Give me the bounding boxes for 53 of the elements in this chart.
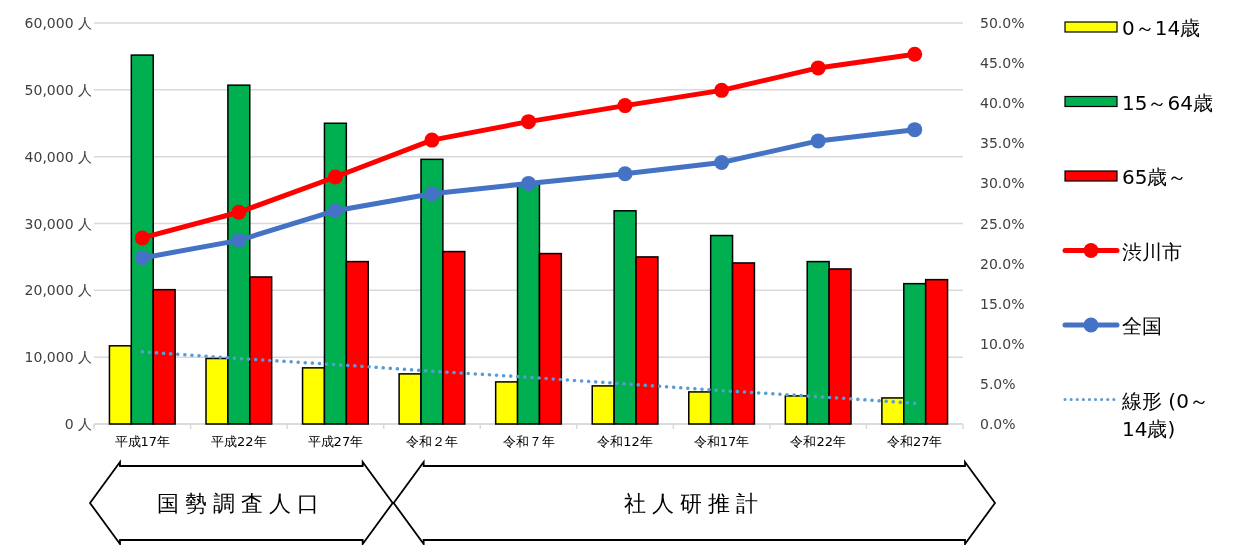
- point: [521, 114, 536, 130]
- point: [327, 203, 343, 219]
- y2-tick-label: 35.0%: [980, 135, 1025, 152]
- point: [907, 122, 923, 138]
- y2-tick-label: 15.0%: [980, 295, 1025, 312]
- point: [810, 60, 826, 76]
- text: 社人研推計: [624, 491, 765, 516]
- point: [231, 204, 247, 220]
- text: 国勢調査人口: [157, 491, 326, 516]
- x-tick-label: 平成27年: [307, 434, 364, 449]
- point: [424, 186, 440, 202]
- point: [617, 166, 633, 182]
- point: [327, 169, 343, 185]
- legend-label: 渋川市: [1122, 239, 1182, 264]
- x-tick-label: 令和22年: [790, 434, 846, 449]
- x-tick-label: 令和17年: [693, 434, 750, 449]
- x-tick-label: 令和２年: [405, 434, 458, 449]
- point: [907, 46, 923, 62]
- y2-tick-label: 30.0%: [980, 175, 1025, 192]
- y2-tick-label: 25.0%: [980, 215, 1025, 232]
- y-tick-label: 10,000 人: [24, 349, 92, 366]
- y2-tick-label: 45.0%: [980, 55, 1025, 72]
- y-tick-label: 20,000 人: [24, 282, 92, 299]
- x-tick-label: 令和12年: [597, 434, 653, 449]
- legend-label: 0～14歳: [1122, 16, 1201, 40]
- point: [424, 132, 440, 148]
- y2-tick-label: 50.0%: [980, 15, 1025, 31]
- point: [231, 232, 247, 248]
- y-tick-label: 60,000 人: [24, 15, 92, 31]
- y-tick-label: 40,000 人: [24, 148, 92, 165]
- point: [810, 133, 826, 149]
- point: [134, 250, 150, 266]
- point: [521, 175, 536, 191]
- point: [714, 155, 730, 171]
- y-tick-label: 30,000 人: [24, 215, 92, 232]
- y2-tick-label: 40.0%: [980, 95, 1025, 112]
- y2-tick-label: 5.0%: [980, 375, 1016, 392]
- point: [617, 98, 633, 114]
- legend-label: 線形 (0～14歳): [1121, 388, 1209, 441]
- x-tick-label: 令和27年: [886, 434, 943, 449]
- legend-label: 15～64歳: [1122, 90, 1213, 115]
- y2-tick-label: 0.0%: [980, 416, 1016, 432]
- legend-label: 65歳～: [1122, 165, 1188, 189]
- y2-tick-label: 10.0%: [980, 335, 1025, 352]
- y2-tick-label: 20.0%: [980, 255, 1025, 272]
- y-tick-label: 50,000 人: [24, 81, 92, 98]
- legend-label: 全国: [1122, 314, 1162, 338]
- x-tick-label: 平成22年: [211, 434, 267, 449]
- point: [714, 82, 730, 98]
- y-tick-label: 0 人: [64, 416, 92, 432]
- x-tick-label: 平成17年: [114, 434, 171, 449]
- x-tick-label: 令和７年: [502, 434, 555, 449]
- point: [134, 230, 150, 246]
